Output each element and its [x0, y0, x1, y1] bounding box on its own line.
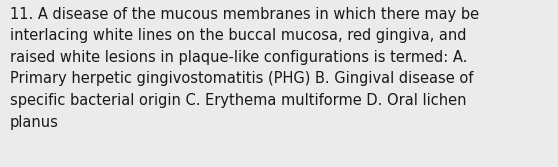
Text: 11. A disease of the mucous membranes in which there may be
interlacing white li: 11. A disease of the mucous membranes in…: [10, 7, 479, 130]
